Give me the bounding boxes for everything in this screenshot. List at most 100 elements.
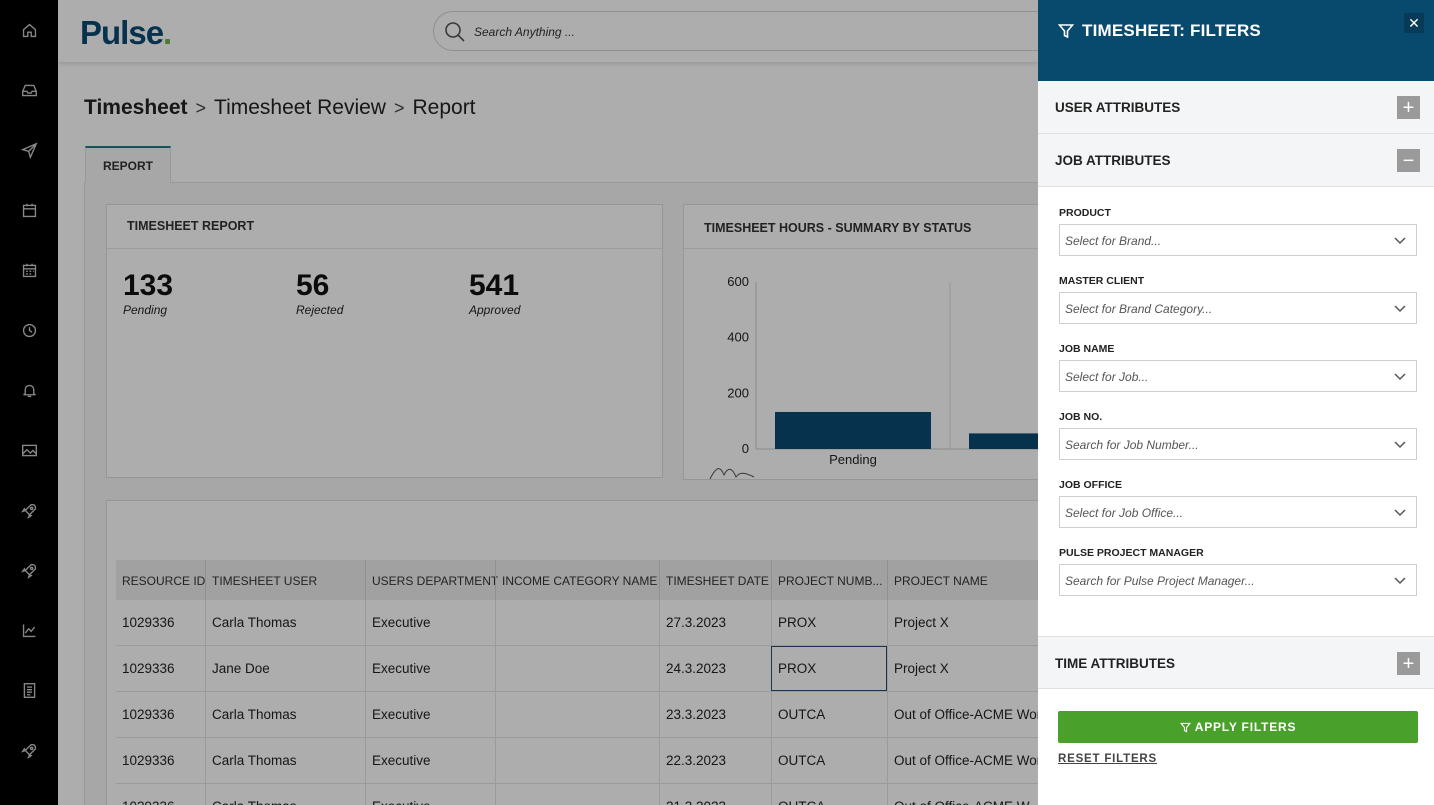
stat-pending[interactable]: 133 Pending <box>123 269 173 317</box>
bell-icon[interactable] <box>17 378 41 402</box>
column-divider <box>365 692 366 738</box>
column-divider <box>771 738 772 784</box>
calendar-grid-icon[interactable] <box>17 258 41 282</box>
reset-filters-link[interactable]: RESET FILTERS <box>1058 753 1157 765</box>
table-row[interactable]: 1029336 Carla Thomas Executive 21.3.2023 OUT… <box>116 784 1038 805</box>
column-divider <box>365 560 366 600</box>
image-icon[interactable] <box>17 438 41 462</box>
calendar-icon[interactable] <box>17 198 41 222</box>
table-cell: PROX <box>778 661 817 676</box>
section-user-attributes[interactable]: USER ATTRIBUTES + <box>1038 81 1434 134</box>
table-cell: OUTCA <box>778 799 825 805</box>
breadcrumb: Timesheet > Timesheet Review > Report <box>84 96 476 120</box>
column-divider <box>887 646 888 692</box>
section-title: JOB ATTRIBUTES <box>1055 153 1171 168</box>
column-header[interactable]: RESOURCE ID <box>122 574 206 588</box>
column-divider <box>659 692 660 738</box>
card-title: TIMESHEET REPORT <box>127 219 255 233</box>
search-box <box>433 11 1038 51</box>
select-placeholder: Search for Job Number... <box>1065 438 1199 452</box>
table-row[interactable]: 1029336 Jane Doe Executive 24.3.2023 PROX Pro… <box>116 646 1038 692</box>
table-row[interactable]: 1029336 Carla Thomas Executive 22.3.2023 OUT… <box>116 738 1038 784</box>
document-icon[interactable] <box>17 678 41 702</box>
table-cell: PROX <box>778 615 817 630</box>
field-label: JOB OFFICE <box>1059 479 1123 491</box>
table-cell: Jane Doe <box>212 661 270 676</box>
filter-select[interactable]: Select for Job Office... <box>1059 496 1417 528</box>
stat-label: Rejected <box>296 303 344 317</box>
expand-button[interactable]: + <box>1397 652 1420 675</box>
column-divider <box>771 560 772 600</box>
column-divider <box>205 692 206 738</box>
column-header[interactable]: TIMESHEET USER <box>212 574 318 588</box>
table-cell: Carla Thomas <box>212 707 297 722</box>
column-header[interactable]: PROJECT NUMB... <box>778 574 883 588</box>
search-input[interactable] <box>474 21 1034 43</box>
breadcrumb-timesheet-review[interactable]: Timesheet Review <box>214 96 386 119</box>
filter-select[interactable]: Search for Pulse Project Manager... <box>1059 564 1417 596</box>
rocket-icon[interactable] <box>17 498 41 522</box>
stat-label: Approved <box>469 303 521 317</box>
chart-icon[interactable] <box>17 618 41 642</box>
table-cell: Carla Thomas <box>212 615 297 630</box>
table-cell: Executive <box>372 753 431 768</box>
y-tick-label: 0 <box>742 441 749 456</box>
stat-rejected[interactable]: 56 Rejected <box>296 269 343 317</box>
column-header[interactable]: INCOME CATEGORY NAME <box>502 574 658 588</box>
bar-pending[interactable] <box>775 411 931 449</box>
expand-button[interactable]: + <box>1397 96 1420 119</box>
field-label: PRODUCT <box>1059 207 1111 219</box>
column-divider <box>887 600 888 646</box>
x-tick-label: Pending <box>829 452 877 467</box>
section-job-attributes[interactable]: JOB ATTRIBUTES − <box>1038 134 1434 187</box>
table-cell: 24.3.2023 <box>666 661 727 676</box>
clock-icon[interactable] <box>17 318 41 342</box>
bar-rej[interactable] <box>969 433 1038 449</box>
home-icon[interactable] <box>17 18 41 42</box>
send-icon[interactable] <box>17 138 41 162</box>
panel-title: TIMESHEET: FILTERS <box>1082 21 1261 40</box>
table-cell: Project X <box>894 661 949 676</box>
divider <box>684 248 1038 249</box>
breadcrumb-timesheet[interactable]: Timesheet <box>84 96 188 119</box>
filter-select[interactable]: Search for Job Number... <box>1059 428 1417 460</box>
table-cell: Project X <box>894 615 949 630</box>
status-bar-chart: 0 200 400 600 Pending Rej <box>709 274 1038 480</box>
collapse-button[interactable]: − <box>1397 149 1420 172</box>
chevron-down-icon <box>1394 509 1406 517</box>
filter-select[interactable]: Select for Brand Category... <box>1059 292 1417 324</box>
column-divider <box>365 784 366 805</box>
section-time-attributes[interactable]: TIME ATTRIBUTES + <box>1038 636 1434 689</box>
column-header[interactable]: PROJECT NAME <box>894 574 988 588</box>
column-header[interactable]: TIMESHEET DATE <box>666 574 769 588</box>
filter-select[interactable]: Select for Job... <box>1059 360 1417 392</box>
filter-icon <box>1179 722 1191 733</box>
table-cell: OUTCA <box>778 753 826 768</box>
column-divider <box>205 738 206 784</box>
apply-filters-label: APPLY FILTERS <box>1194 720 1297 734</box>
logo[interactable]: Pulse. <box>80 14 172 51</box>
table-row[interactable]: 1029336 Carla Thomas Executive 23.3.2023 OUT… <box>116 692 1038 738</box>
range-selector-sparkline[interactable] <box>709 468 755 480</box>
tab-report[interactable]: REPORT <box>85 146 171 183</box>
column-divider <box>659 600 660 646</box>
column-divider <box>495 600 496 646</box>
table-row[interactable]: 1029336 Carla Thomas Executive 27.3.2023 PRO… <box>116 600 1038 646</box>
close-button[interactable]: ✕ <box>1404 13 1424 33</box>
filter-select[interactable]: Select for Brand... <box>1059 224 1417 256</box>
table-header: RESOURCE ID TIMESHEET USER USERS DEPARTMEN… <box>116 560 1038 600</box>
stat-label: Pending <box>123 303 168 317</box>
stat-approved[interactable]: 541 Approved <box>469 269 520 317</box>
stat-value: 541 <box>469 269 520 302</box>
section-title: TIME ATTRIBUTES <box>1055 656 1175 671</box>
rocket-icon[interactable] <box>17 738 41 762</box>
table-cell: Executive <box>372 707 431 722</box>
table-cell: 21.3.2023 <box>666 799 726 805</box>
apply-filters-button[interactable]: APPLY FILTERS <box>1058 711 1418 743</box>
column-header[interactable]: USERS DEPARTMENT <box>372 574 499 588</box>
panel-header: TIMESHEET: FILTERS ✕ <box>1038 0 1434 81</box>
column-divider <box>659 560 660 600</box>
inbox-icon[interactable] <box>17 78 41 102</box>
rocket-icon[interactable] <box>17 558 41 582</box>
table-cell: Executive <box>372 615 431 630</box>
